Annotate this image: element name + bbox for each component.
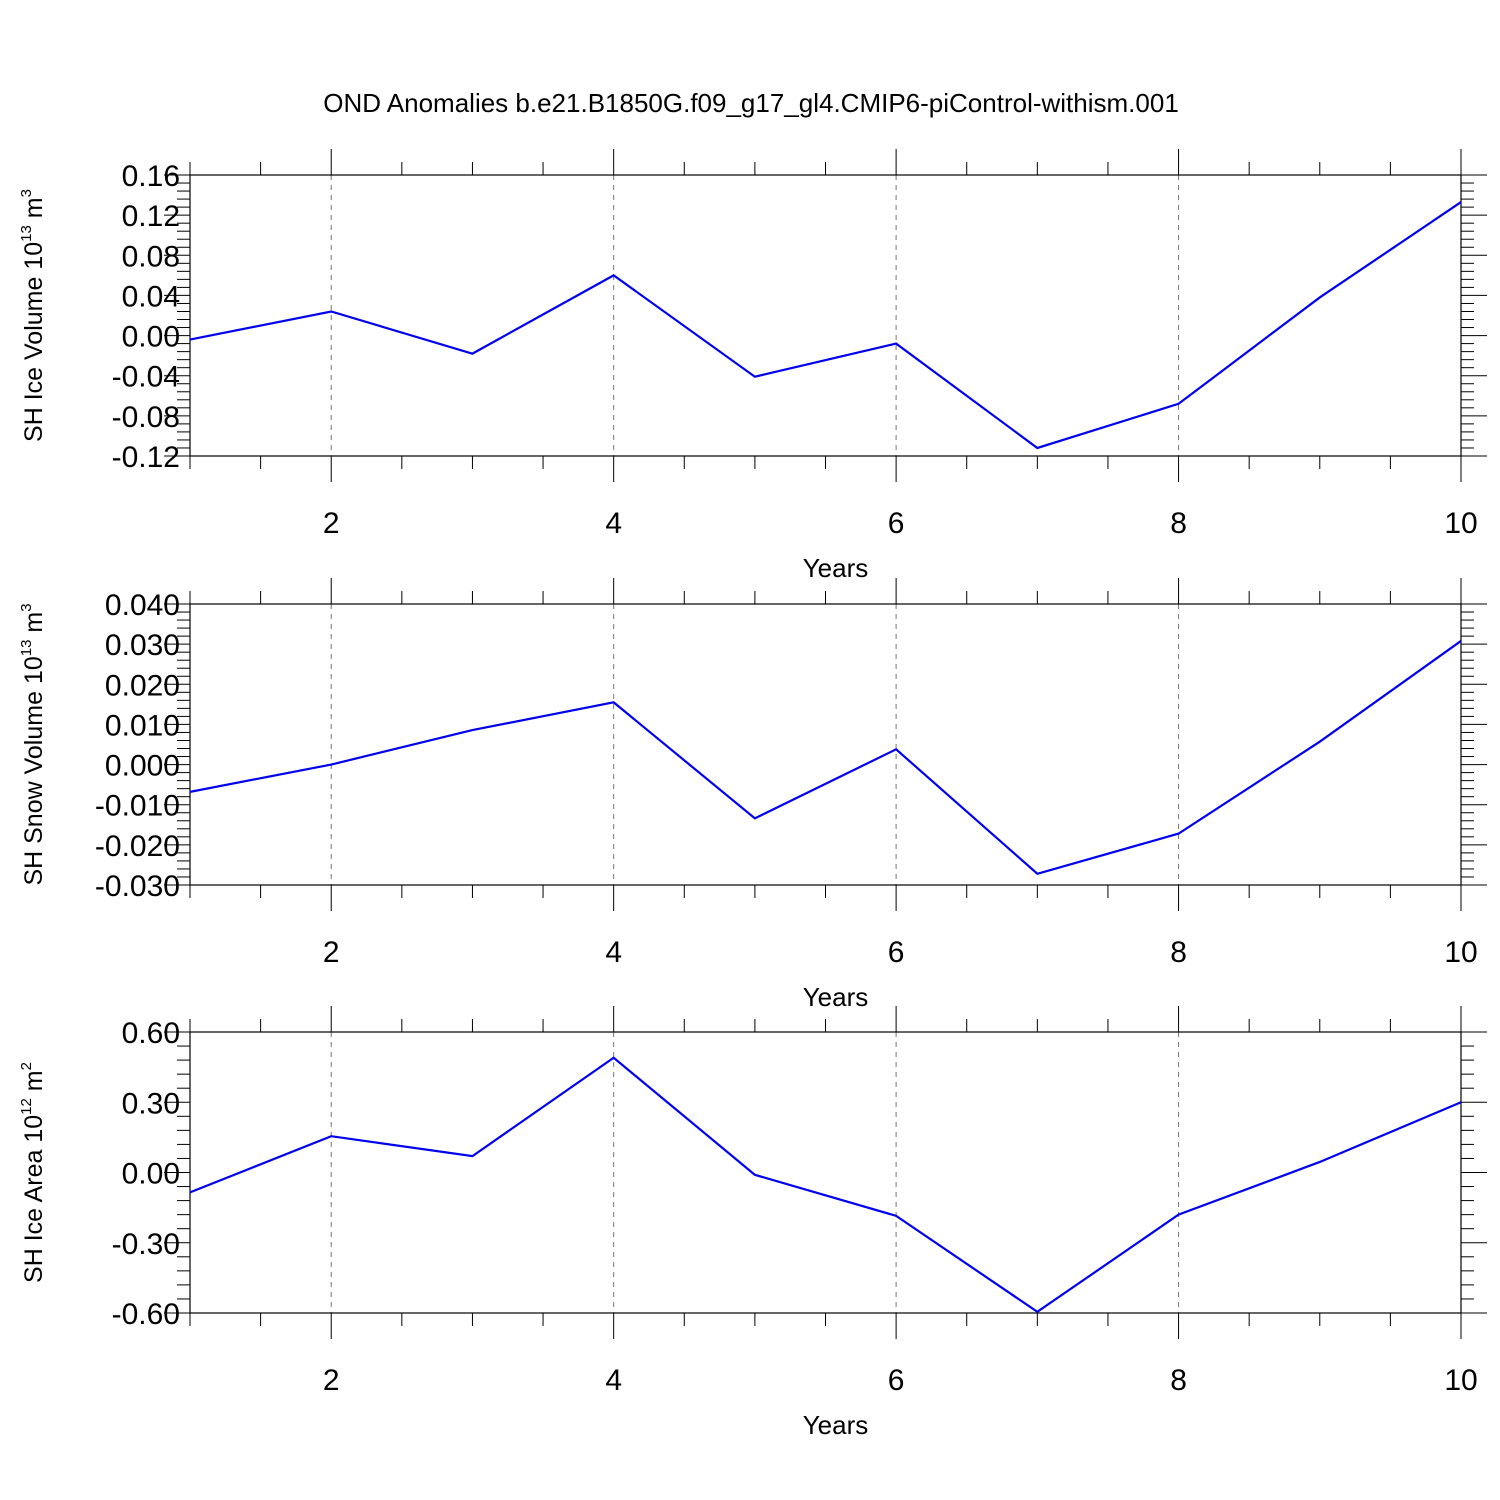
- y-axis-label: SH Ice Area 1012 m2: [18, 1062, 48, 1283]
- y-axis-label-unit-exponent: 2: [18, 1062, 35, 1070]
- y-tick-label: 0.08: [122, 240, 180, 273]
- x-axis-label: Years: [803, 553, 869, 583]
- x-tick-label: 4: [605, 1364, 622, 1397]
- x-tick-label: 10: [1444, 1364, 1477, 1397]
- y-tick-label: 0.040: [105, 589, 180, 622]
- x-tick-label: 4: [605, 936, 622, 969]
- y-axis-label-text: SH Snow Volume 10: [20, 656, 48, 885]
- x-tick-label: 10: [1444, 507, 1477, 540]
- panel-1: 2 4 6 8 10 Years -0.12 -0.08 -0.04 0.00 0.04 0.08 0.…: [18, 149, 1487, 583]
- y-tick-label: 0.00: [122, 321, 180, 354]
- chart-title: OND Anomalies b.e21.B1850G.f09_g17_gl4.C…: [323, 88, 1179, 118]
- y-axis-label-unit: m: [20, 612, 48, 640]
- y-tick-label: 0.16: [122, 160, 180, 193]
- y-axis-label-exponent: 13: [18, 640, 35, 657]
- y-axis-label: SH Snow Volume 1013 m3: [18, 603, 48, 885]
- series-line: [189, 640, 1462, 875]
- y-tick-label: -0.60: [112, 1298, 180, 1331]
- x-tick-label: 2: [323, 507, 340, 540]
- y-axis-label-unit: m: [20, 1070, 48, 1098]
- y-axis-label: SH Ice Volume 1013 m3: [18, 189, 48, 442]
- x-tick-label: 8: [1170, 936, 1187, 969]
- plot-frame: [189, 174, 1462, 457]
- x-tick-label: 10: [1444, 936, 1477, 969]
- x-tick-label: 8: [1170, 1364, 1187, 1397]
- y-tick-label: -0.30: [112, 1228, 180, 1261]
- y-axis-label-unit-exponent: 3: [18, 603, 35, 611]
- y-axis-label-text: SH Ice Area 10: [20, 1115, 48, 1283]
- y-axis-label-exponent: 12: [18, 1098, 35, 1115]
- y-tick-label: 0.010: [105, 709, 180, 742]
- panels: 2 4 6 8 10 Years -0.12 -0.08 -0.04 0.00 0.04 0.08 0.…: [18, 149, 1487, 1440]
- y-tick-label: 0.020: [105, 669, 180, 702]
- y-axis-label-unit-exponent: 3: [18, 189, 35, 197]
- series-line: [189, 201, 1462, 450]
- y-tick-label: 0.60: [122, 1017, 180, 1050]
- y-tick-label: 0.030: [105, 629, 180, 662]
- y-tick-label: -0.010: [95, 790, 180, 823]
- y-tick-label: 0.00: [122, 1158, 180, 1191]
- y-tick-label: -0.12: [112, 441, 180, 474]
- y-tick-label: 0.12: [122, 200, 180, 233]
- y-tick-label: 0.30: [122, 1087, 180, 1120]
- y-axis-label-unit: m: [20, 197, 48, 225]
- y-tick-label: -0.08: [112, 401, 180, 434]
- y-tick-label: 0.000: [105, 750, 180, 783]
- x-tick-label: 2: [323, 936, 340, 969]
- y-tick-label: 0.04: [122, 280, 180, 313]
- plot-frame: [189, 1031, 1462, 1314]
- y-axis-label-exponent: 13: [18, 225, 35, 242]
- series-line: [189, 1056, 1462, 1314]
- panel-3: 2 4 6 8 10 Years -0.60 -0.30 0.00 0.30 0.60 SH Ice …: [18, 1006, 1487, 1440]
- y-tick-label: -0.04: [112, 361, 180, 394]
- x-tick-label: 6: [888, 1364, 905, 1397]
- y-axis-label-text: SH Ice Volume 10: [20, 242, 48, 442]
- x-axis-label: Years: [803, 1410, 869, 1440]
- plot-frame: [189, 603, 1462, 886]
- x-tick-label: 6: [888, 507, 905, 540]
- x-tick-label: 2: [323, 1364, 340, 1397]
- x-tick-label: 4: [605, 507, 622, 540]
- x-tick-label: 8: [1170, 507, 1187, 540]
- x-axis-label: Years: [803, 982, 869, 1012]
- y-tick-label: -0.020: [95, 830, 180, 863]
- panel-2: 2 4 6 8 10 Years -0.030 -0.020 -0.010 0.000 0.010 0…: [18, 578, 1487, 1012]
- x-tick-label: 6: [888, 936, 905, 969]
- y-tick-label: -0.030: [95, 870, 180, 903]
